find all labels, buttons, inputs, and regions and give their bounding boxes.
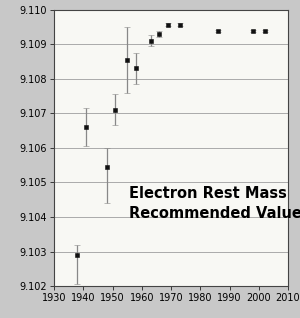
Text: Electron Rest Mass
Recommended Values: Electron Rest Mass Recommended Values bbox=[129, 186, 300, 221]
